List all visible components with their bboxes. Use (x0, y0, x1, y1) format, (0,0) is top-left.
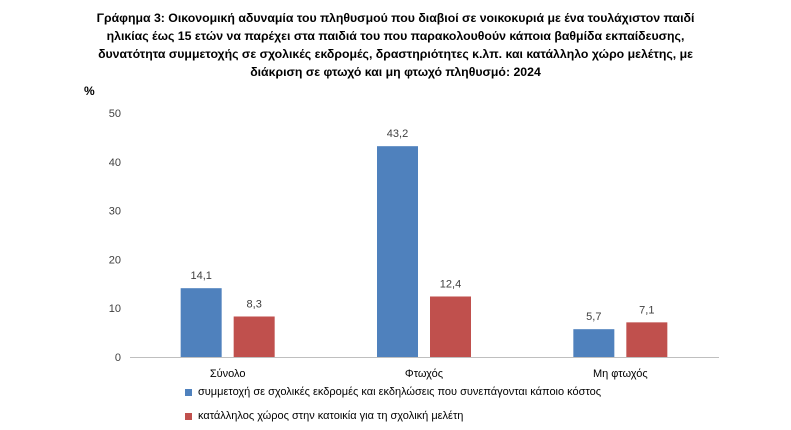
bar (626, 322, 668, 357)
x-tick-label: Φτωχός (405, 368, 443, 380)
bar (233, 316, 275, 357)
data-label: 43,2 (387, 128, 408, 140)
chart-title-line: ηλικίας έως 15 ετών να παρέχει στα παιδι… (106, 29, 685, 43)
chart-title: Γράφημα 3: Οικονομική αδυναμία του πληθυ… (40, 9, 751, 81)
legend-swatch (185, 388, 192, 396)
legend-swatch (185, 412, 192, 420)
bar (430, 296, 471, 357)
bar (573, 329, 615, 357)
data-label: 14,1 (190, 270, 211, 282)
data-label: 5,7 (586, 311, 601, 323)
chart-title-line: δυνατότητα συμμετοχής σε σχολικές εκδρομ… (98, 47, 693, 61)
y-tick-label: 50 (109, 108, 121, 120)
data-label: 7,1 (639, 304, 654, 316)
legend-item: κατάλληλος χώρος στην κατοικία για τη σχ… (185, 410, 463, 422)
x-tick-label: Σύνολο (210, 368, 246, 380)
y-tick-label: 30 (109, 206, 121, 218)
bar (180, 288, 222, 357)
legend-label: συμμετοχή σε σχολικές εκδρομές και εκδηλ… (198, 386, 602, 398)
y-tick-label: 40 (109, 157, 121, 169)
data-label: 8,3 (247, 298, 262, 310)
y-tick-label: 0 (115, 352, 121, 364)
legend-item: συμμετοχή σε σχολικές εκδρομές και εκδηλ… (185, 386, 601, 398)
legend-label: κατάλληλος χώρος στην κατοικία για τη σχ… (198, 410, 464, 422)
x-tick-label: Μη φτωχός (593, 368, 648, 380)
y-tick-label: 20 (109, 254, 121, 266)
chart-title-line: διάκριση σε φτωχό και μη φτωχό πληθυσμό:… (250, 65, 541, 79)
chart-title-line: Γράφημα 3: Οικονομική αδυναμία του πληθυ… (96, 11, 695, 25)
y-tick-label: 10 (109, 303, 121, 315)
bar (377, 146, 418, 357)
data-label: 12,4 (440, 278, 461, 290)
y-axis-label: % (84, 84, 95, 98)
